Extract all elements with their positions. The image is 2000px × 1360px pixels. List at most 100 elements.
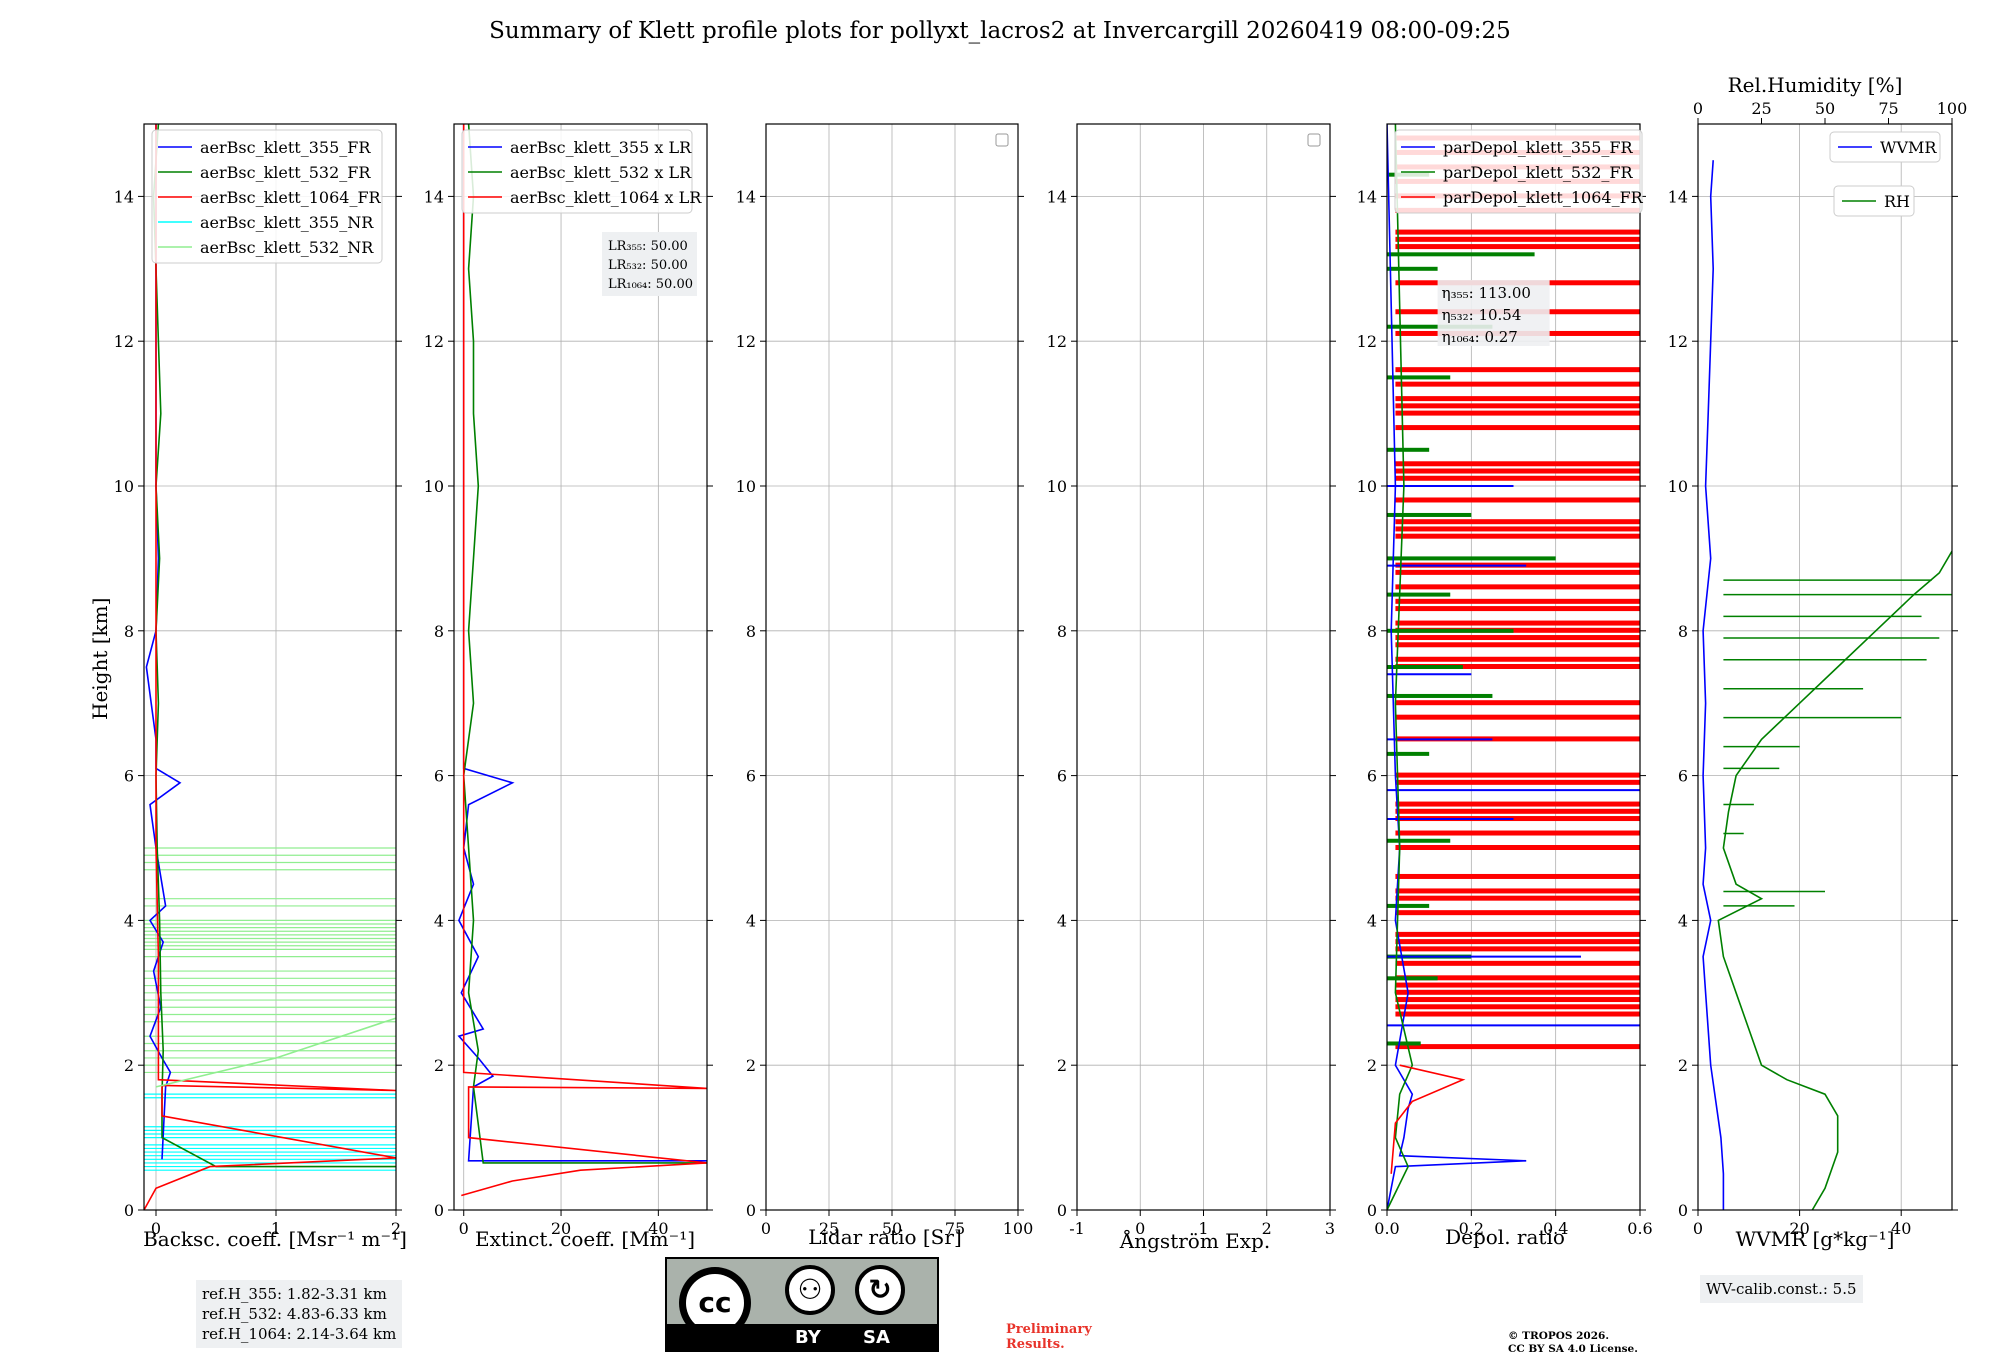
series-aerBsc_klett_1064 x LR [461,124,707,1197]
x-tick-label: 75 [945,1219,965,1238]
depol1064-spike [1395,664,1640,669]
y-tick-label: 12 [114,332,134,351]
xlabel-backscatter: Backsc. coeff. [Msr⁻¹ m⁻¹] [143,1227,407,1251]
depol1064-spike [1395,533,1640,539]
y-tick-label: 14 [1357,187,1377,206]
wv-calib-box: WV-calib.const.: 5.5 [1700,1275,1863,1303]
wv-calib-text: WV-calib.const.: 5.5 [1706,1280,1857,1298]
y-tick-label: 4 [1057,911,1067,930]
legend-label-parDepol_klett_1064_FR: parDepol_klett_1064_FR [1443,188,1644,207]
depol1064-spike [1395,931,1640,937]
series-aerBsc_klett_532_NR [155,1017,396,1088]
x-tick-label: 0.6 [1627,1219,1652,1238]
top-x-tick-label: 25 [1751,99,1771,118]
x-tick-label: 0 [1693,1219,1703,1238]
panel-frame [1386,123,1641,1211]
lr-box [602,232,697,296]
x-tick-label: 50 [882,1219,902,1238]
depol532-spike [1387,447,1430,452]
x-tick-label: 0.4 [1543,1219,1568,1238]
legend-label-WVMR: WVMR [1880,138,1937,157]
y-tick-label: 2 [746,1056,756,1075]
y-tick-label: 12 [1357,332,1377,351]
y-axis-label: Height [km] [88,597,112,720]
depol1064-spike [1395,642,1640,648]
depol532-spike [1387,1041,1421,1046]
y-tick-label: 12 [424,332,444,351]
depol532-spike [1387,556,1556,561]
eta-label: η₁₀₆₄: 0.27 [1442,328,1518,346]
series-aerBsc_klett_355_FR [145,124,182,1160]
panel-frame [143,123,397,1211]
y-tick-label: 2 [1057,1056,1067,1075]
y-tick-label: 0 [746,1201,756,1220]
top-x-tick-label: 50 [1815,99,1835,118]
depol1064-spike [1395,584,1640,590]
depol1064-spike [1395,808,1640,814]
depol1064-spike [1395,606,1640,612]
legend-label-aerBsc_klett_355_NR: aerBsc_klett_355_NR [200,213,374,232]
depol1064-spike [1395,830,1640,836]
reference-height-box: ref.H_355: 1.82-3.31 km ref.H_532: 4.83-… [196,1280,403,1348]
y-tick-label: 8 [1367,622,1377,641]
xlabel-angstrom: Ångström Exp. [1119,1229,1271,1253]
depol1064-spike [1395,801,1640,807]
depol532-spike [1387,693,1493,698]
depol532-spike [1387,266,1438,271]
x-tick-label: 100 [1003,1219,1034,1238]
refh-532: ref.H_532: 4.83-6.33 km [202,1305,387,1323]
figure-title: Summary of Klett profile plots for polly… [489,18,1511,44]
depol1064-spike [1395,700,1640,706]
x-tick-label: 40 [1891,1219,1911,1238]
y-tick-label: 14 [1668,187,1688,206]
refh-1064: ref.H_1064: 2.14-3.64 km [202,1325,397,1343]
top-x-tick-label: 75 [1878,99,1898,118]
lr-label: LR₃₅₅: 50.00 [608,239,688,254]
depol532-spike [1387,751,1430,756]
y-tick-label: 10 [1668,477,1688,496]
y-tick-label: 2 [1367,1056,1377,1075]
y-tick-label: 6 [434,767,444,786]
x-tick-label: 40 [648,1219,668,1238]
x-tick-label: 0 [459,1219,469,1238]
y-tick-label: 4 [1367,911,1377,930]
depol532-spike [1387,512,1472,517]
depol532-spike [1387,665,1463,669]
legend-box [461,129,693,214]
eta-label: η₅₃₂: 10.54 [1442,306,1522,324]
depol1064-spike [1395,367,1640,373]
series-aerBsc_klett_1064_FR [144,124,396,1210]
panel-wv: 0 20 40 0 25 50 75 100 0 2 4 6 8 10 12 14 WVMR RH [1668,99,1968,1238]
depol1064-spike [1395,244,1640,250]
y-tick-label: 0 [124,1201,134,1220]
y-tick-label: 12 [1047,332,1067,351]
xlabel-lidar-ratio: Lidar ratio [Sr] [808,1225,962,1249]
cc-by-label: BY [795,1327,821,1348]
x-tick-label: 1 [1198,1219,1208,1238]
depol1064-spike [1395,425,1640,431]
y-tick-label: 14 [114,187,134,206]
depol1064-spike [1395,873,1640,879]
y-tick-label: 0 [1367,1201,1377,1220]
x-tick-label: 0 [1135,1219,1145,1238]
depol1064-spike [1395,779,1640,785]
y-tick-label: 6 [1367,767,1377,786]
x-tick-label: 20 [1789,1219,1809,1238]
y-tick-label: 4 [124,911,134,930]
depol1064-spike [1395,960,1640,966]
y-tick-label: 8 [434,622,444,641]
panel-frame [1697,123,1953,1211]
depol1064-spike [1395,635,1640,641]
panel-depol: 0.0 0.2 0.4 0.6 0 2 4 6 8 10 12 14 parDepol_klett_35… [1357,123,1653,1238]
y-tick-label: 12 [736,332,756,351]
legend-box [1829,131,1941,163]
y-tick-label: 6 [1678,767,1688,786]
depol1064-spike [1395,772,1640,778]
depol1064-spike [1395,982,1640,988]
depol1064-spike [1395,519,1640,525]
y-tick-label: 4 [434,911,444,930]
data-layer-backscatter [144,124,396,1210]
x-tick-label: 0.2 [1459,1219,1484,1238]
y-tick-label: 6 [1057,767,1067,786]
